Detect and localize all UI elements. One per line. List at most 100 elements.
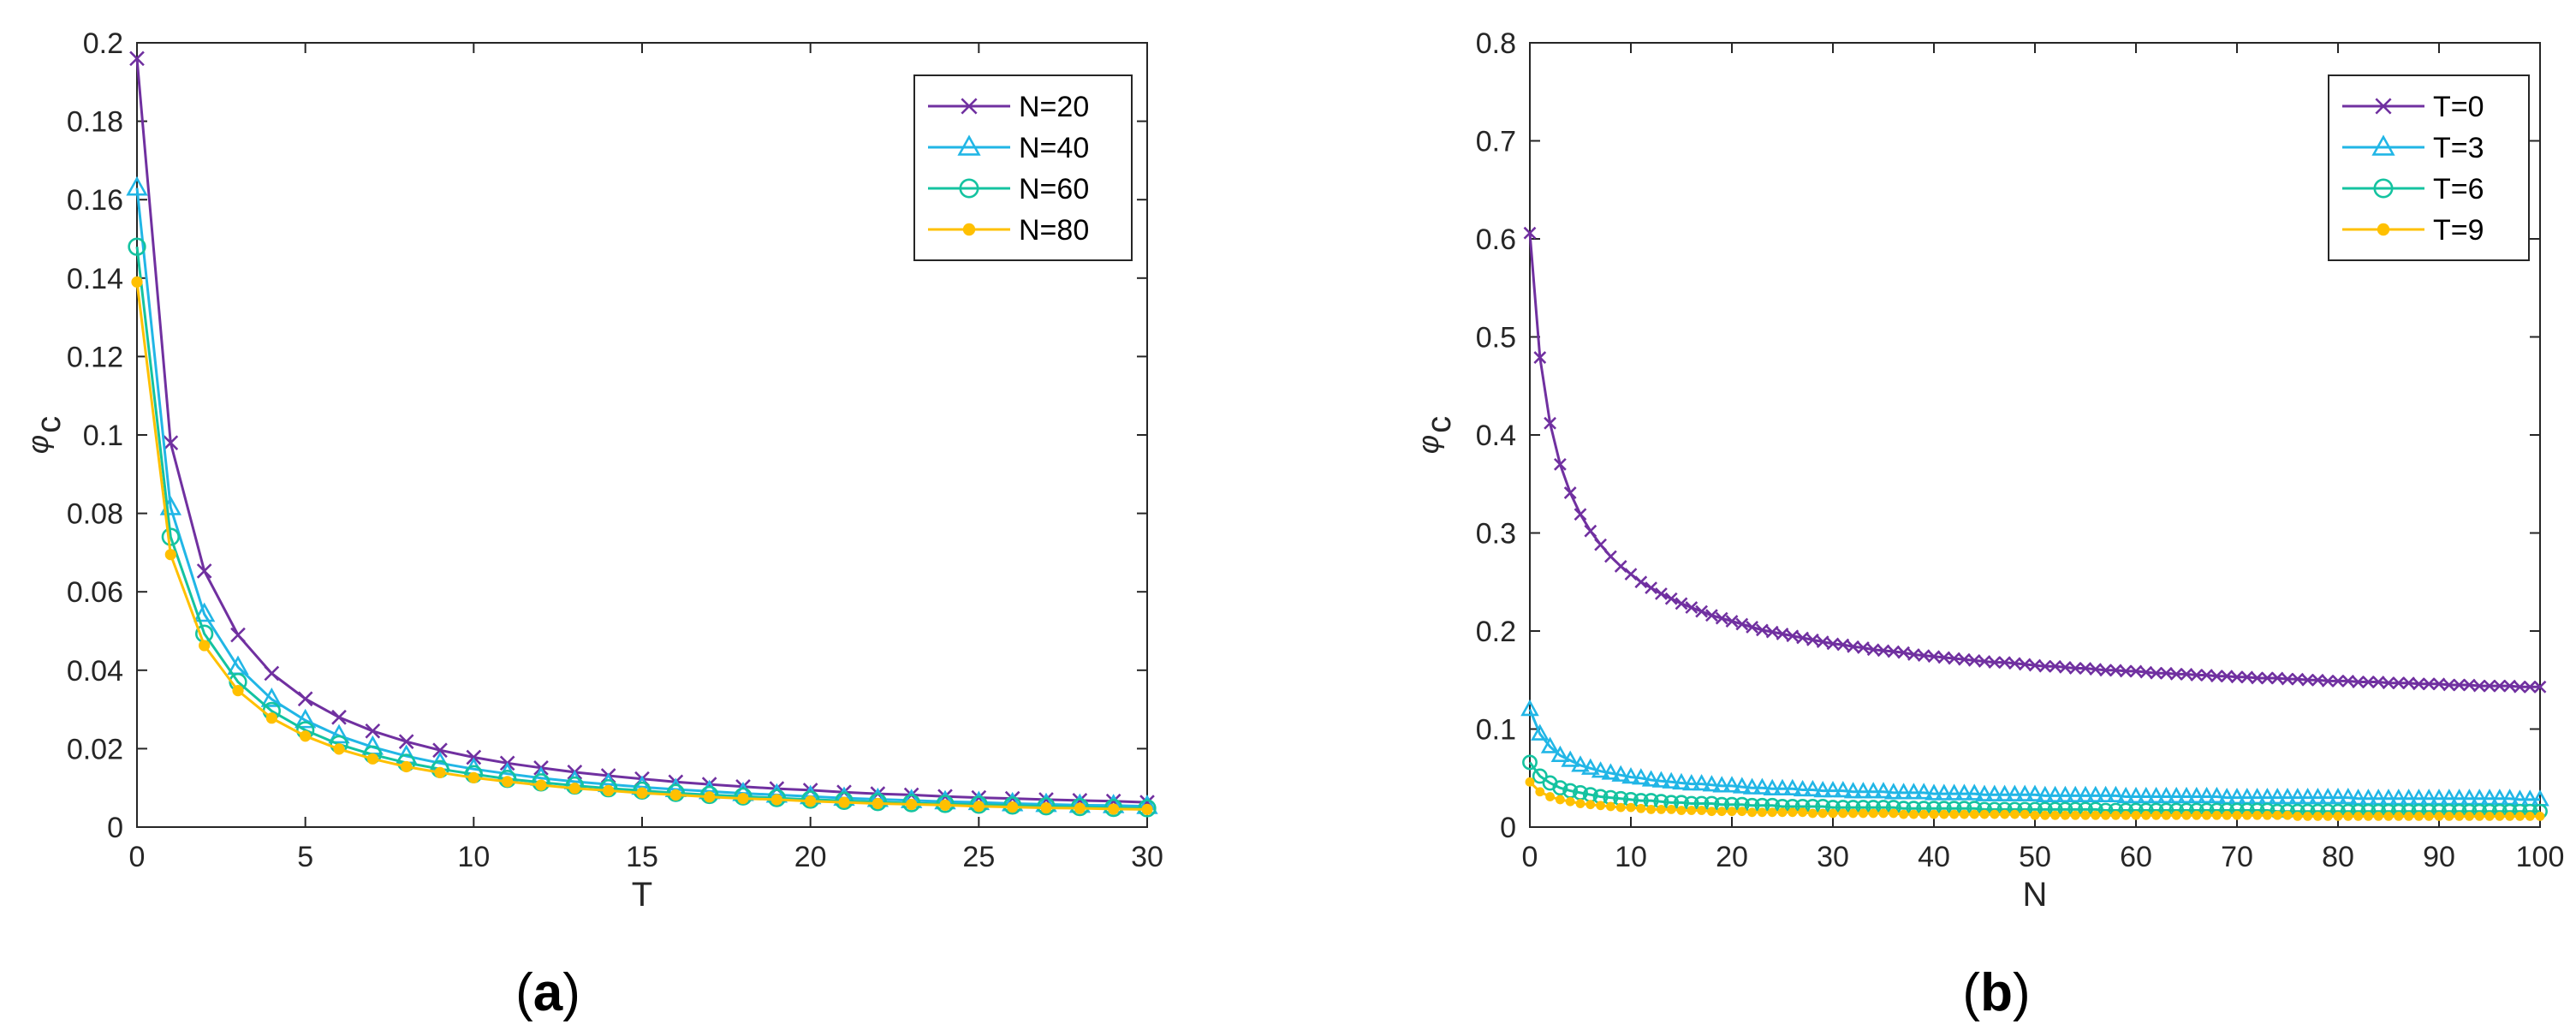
data-point-b-0 <box>1786 629 1800 643</box>
y-ticks-a: 0 0.02 0.04 0.06 0.08 0.1 0.12 0.14 0.16 0.18 0.2 <box>67 27 1147 844</box>
y-tick-label-a: 0.18 <box>67 106 123 139</box>
y-tick-label-a: 0.1 <box>83 420 123 452</box>
y-ticks-b: 0 0.1 0.2 0.3 0.4 0.5 0.6 0.7 0.8 <box>1476 27 2540 844</box>
data-point-b-3 <box>1808 808 1817 819</box>
data-point-b-3 <box>2272 810 2282 820</box>
data-point-b-0 <box>1685 601 1698 614</box>
data-point-b-3 <box>2252 810 2263 820</box>
data-point-b-1 <box>1935 783 1954 801</box>
data-point-b-1 <box>1944 783 1964 801</box>
y-tick-label-a: 0.02 <box>67 733 123 765</box>
x-tick-label-b: 30 <box>1817 841 1849 873</box>
data-point-a-0 <box>264 665 280 682</box>
data-point-b-0 <box>2160 666 2173 680</box>
data-point-b-1 <box>1742 777 1762 795</box>
data-point-b-1 <box>1823 780 1842 798</box>
x-tick-label-b: 10 <box>1615 841 1647 873</box>
data-point-b-0 <box>1988 656 2002 670</box>
data-point-b-3 <box>2364 812 2373 821</box>
data-point-b-0 <box>1715 611 1728 625</box>
data-point-b-3 <box>2444 812 2454 821</box>
data-point-b-1 <box>1540 736 1560 753</box>
data-point-b-3 <box>2434 812 2444 821</box>
data-point-b-3 <box>2070 810 2080 820</box>
data-point-a-3 <box>434 766 446 778</box>
data-point-b-0 <box>2463 678 2476 692</box>
data-point-b-1 <box>2096 785 2115 802</box>
data-point-b-3 <box>2030 810 2040 820</box>
data-point-b-3 <box>1737 807 1747 817</box>
data-point-a-3 <box>1040 801 1052 814</box>
data-point-b-3 <box>1939 809 1949 819</box>
data-point-b-1 <box>1773 778 1792 795</box>
data-point-b-3 <box>2101 810 2111 820</box>
data-point-b-0 <box>1897 646 1910 659</box>
data-point-a-3 <box>401 760 413 773</box>
data-point-b-3 <box>2323 812 2333 821</box>
y-tick-label-b: 0.3 <box>1476 518 1516 551</box>
data-point-b-1 <box>2066 785 2085 802</box>
data-point-b-0 <box>1695 604 1708 618</box>
data-point-b-1 <box>1864 782 1883 799</box>
data-point-b-0 <box>1847 640 1859 653</box>
data-point-b-1 <box>1843 782 1863 799</box>
data-point-b-3 <box>2232 810 2242 820</box>
data-point-b-3 <box>2162 810 2171 820</box>
data-point-b-3 <box>1868 808 1878 819</box>
data-point-b-3 <box>1575 799 1585 808</box>
data-point-b-1 <box>2278 787 2297 805</box>
data-point-b-0 <box>2453 678 2466 692</box>
data-point-b-0 <box>1554 457 1567 471</box>
panel-label-b-open: ( <box>1962 963 1980 1022</box>
data-point-a-2 <box>599 779 618 798</box>
data-point-b-0 <box>2291 672 2305 686</box>
data-point-b-1 <box>1632 768 1651 785</box>
x-tick-label-b: 90 <box>2423 841 2455 873</box>
y-tick-label-a: 0.12 <box>67 341 123 373</box>
data-point-b-1 <box>2086 785 2105 802</box>
data-point-b-1 <box>2318 787 2337 805</box>
data-point-b-3 <box>2333 812 2343 821</box>
data-point-b-3 <box>1716 807 1727 817</box>
data-point-b-1 <box>2036 785 2055 802</box>
data-point-b-3 <box>2293 812 2303 821</box>
data-point-b-3 <box>2192 810 2202 820</box>
y-tick-label-a: 0.06 <box>67 576 123 609</box>
data-point-a-3 <box>232 685 244 697</box>
data-point-b-3 <box>1828 808 1838 819</box>
data-point-a-3 <box>300 730 312 742</box>
data-point-b-1 <box>2207 786 2227 804</box>
data-point-b-3 <box>2525 812 2535 821</box>
data-point-a-1 <box>193 602 216 622</box>
data-point-b-0 <box>2099 664 2112 677</box>
data-point-b-3 <box>2404 812 2414 821</box>
legend-marker-a-1 <box>957 134 981 156</box>
data-point-b-0 <box>2119 664 2133 678</box>
data-point-b-1 <box>1520 699 1539 717</box>
data-point-b-1 <box>2026 784 2044 801</box>
data-point-b-1 <box>1985 784 2004 801</box>
data-point-b-3 <box>1838 808 1848 819</box>
data-point-b-0 <box>1776 628 1789 640</box>
data-point-a-3 <box>467 771 479 783</box>
data-point-a-0 <box>398 734 414 749</box>
data-point-b-0 <box>1796 631 1809 645</box>
data-point-b-0 <box>1907 648 1920 661</box>
data-point-b-3 <box>2111 810 2121 820</box>
x-tick-label-b: 80 <box>2322 841 2354 873</box>
data-point-b-0 <box>1725 615 1739 628</box>
data-point-b-0 <box>2240 670 2254 684</box>
data-point-b-0 <box>2533 680 2547 694</box>
panel-label-b: (b) <box>1962 963 2030 1022</box>
data-point-b-0 <box>2200 669 2213 682</box>
data-point-b-0 <box>1998 656 2011 670</box>
data-point-b-0 <box>1634 575 1648 589</box>
data-point-b-3 <box>1919 809 1929 819</box>
data-point-b-0 <box>2514 680 2526 694</box>
data-point-b-3 <box>2282 810 2293 820</box>
data-point-b-1 <box>2197 786 2216 804</box>
y-tick-label-a: 0 <box>107 812 123 844</box>
legend-marker-a-3 <box>962 223 976 236</box>
data-point-b-3 <box>1979 809 1990 819</box>
data-point-a-3 <box>973 801 985 813</box>
